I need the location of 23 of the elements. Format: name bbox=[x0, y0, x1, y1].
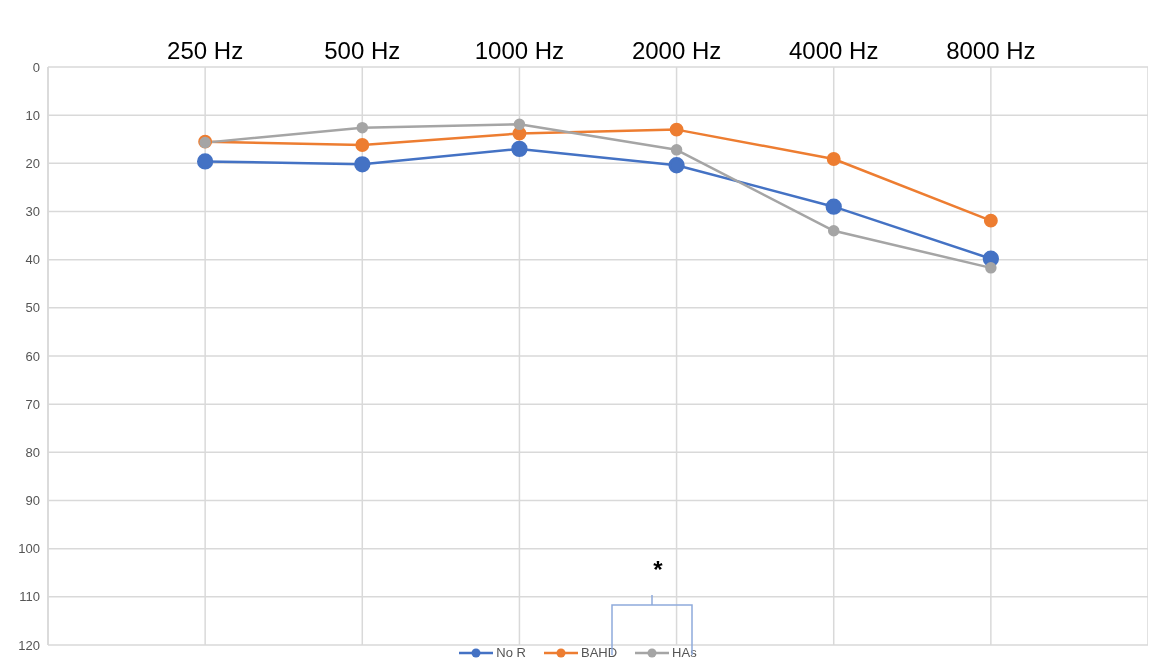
y-tick-label: 40 bbox=[25, 252, 40, 268]
y-tick-label: 60 bbox=[25, 348, 40, 364]
y-tick-label: 80 bbox=[25, 444, 40, 460]
y-tick-label: 0 bbox=[32, 59, 40, 75]
annotation: * bbox=[652, 556, 664, 584]
y-tick-label: 90 bbox=[25, 493, 40, 509]
legend-label: BAHD bbox=[579, 645, 618, 660]
y-tick-label: 70 bbox=[25, 396, 40, 412]
y-tick-label: 30 bbox=[25, 204, 40, 220]
x-tick-label: 500 Hz bbox=[324, 37, 401, 64]
y-tick-label: 20 bbox=[25, 155, 40, 171]
y-tick-label: 110 bbox=[19, 589, 40, 605]
y-tick-label: 50 bbox=[25, 300, 40, 316]
x-tick-label: 2000 Hz bbox=[631, 37, 722, 64]
x-tick-label: 8000 Hz bbox=[946, 37, 1036, 64]
legend-label: No R bbox=[495, 645, 526, 660]
x-tick-label: 250 Hz bbox=[167, 37, 244, 64]
legend-label: HAs bbox=[671, 645, 697, 660]
y-tick-label: 120 bbox=[18, 637, 40, 653]
y-tick-label: 10 bbox=[25, 107, 40, 123]
y-tick-label: 100 bbox=[18, 541, 40, 557]
x-tick-label: 4000 Hz bbox=[789, 37, 879, 64]
x-tick-label: 1000 Hz bbox=[474, 37, 565, 64]
